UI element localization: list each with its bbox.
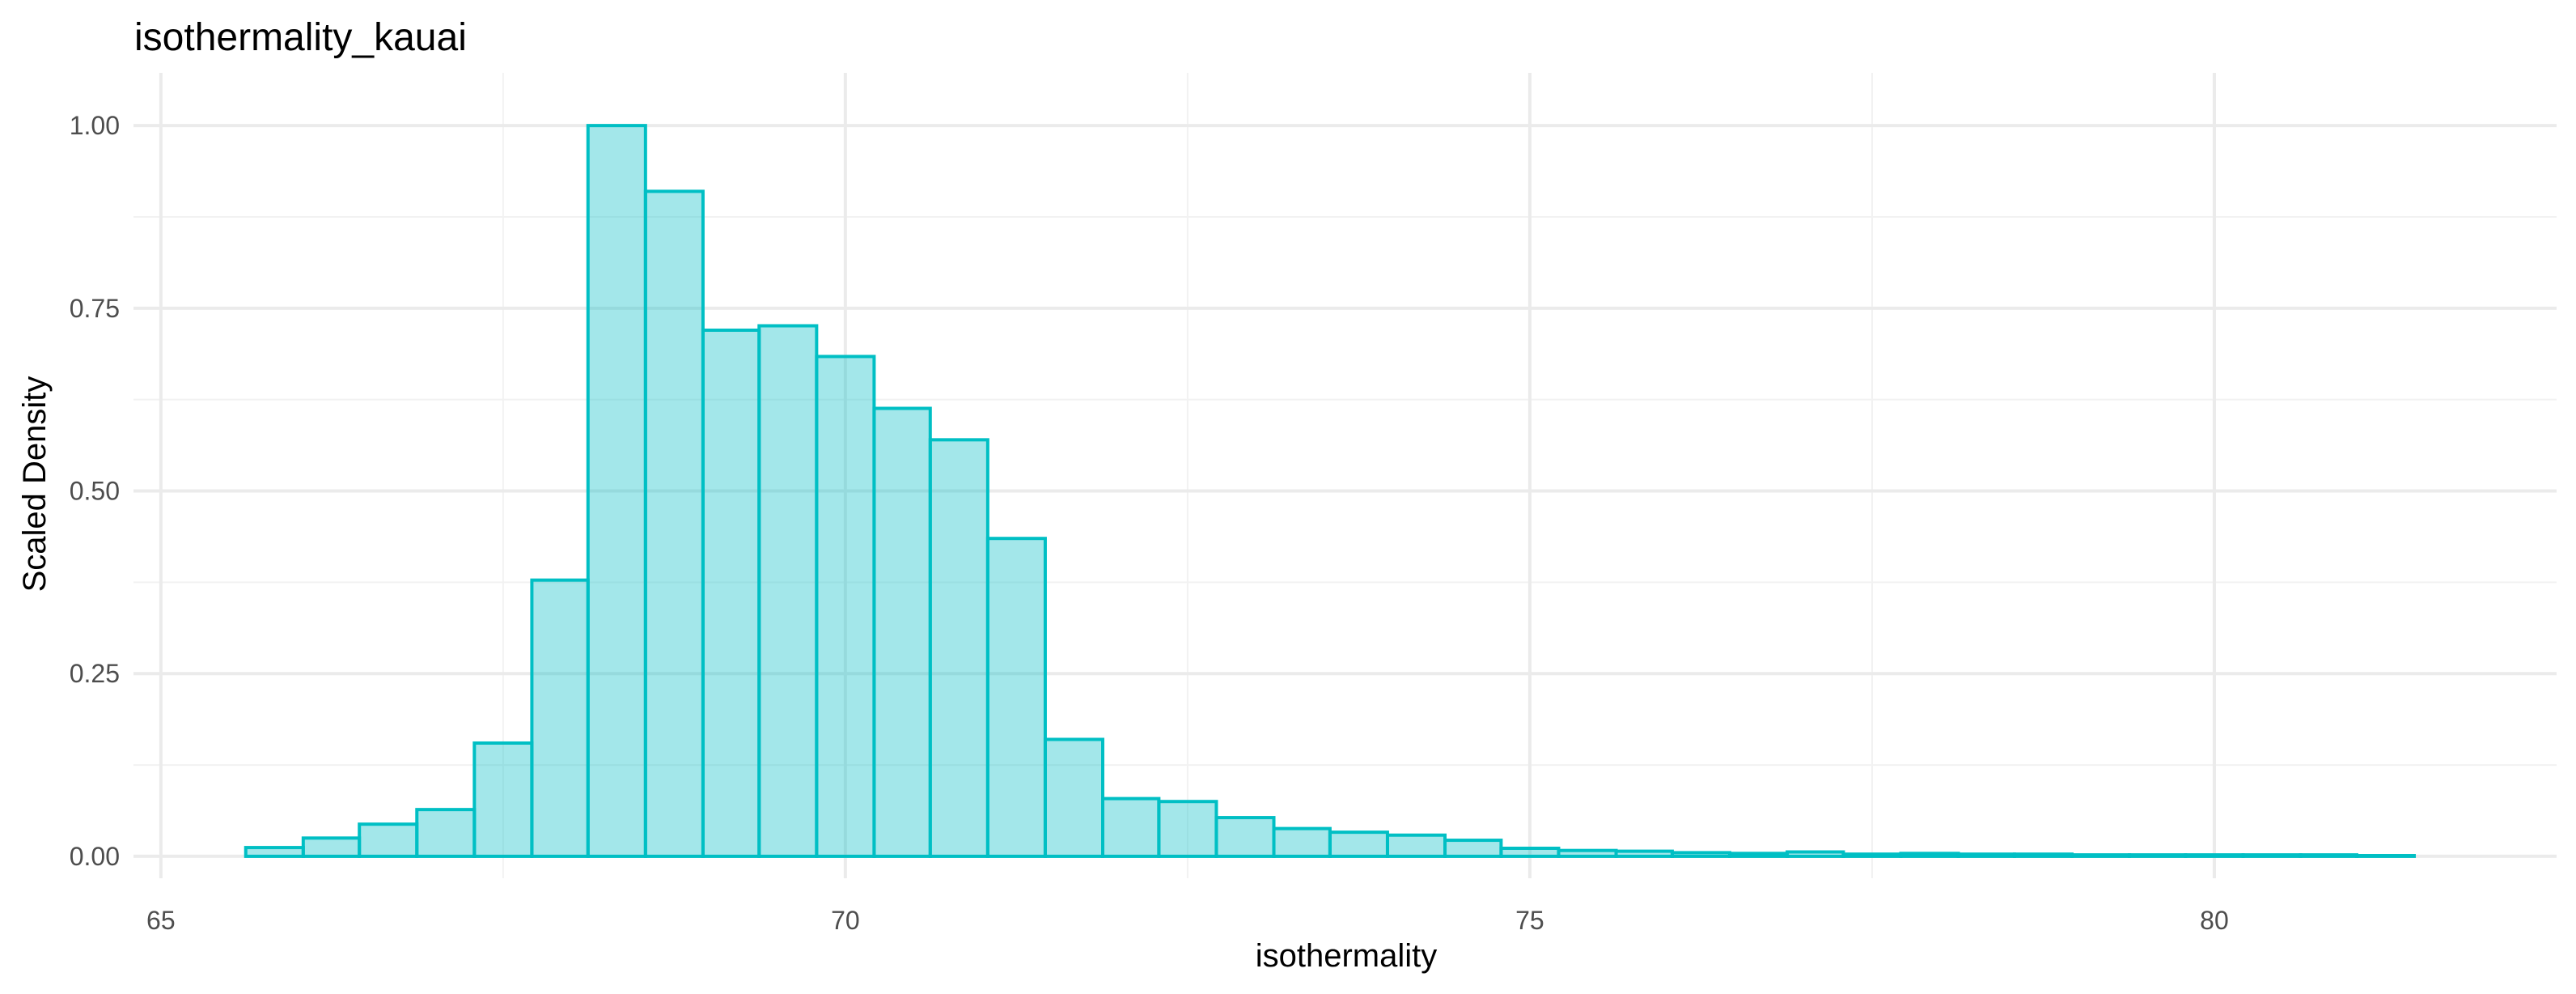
- histogram-bar: [1272, 826, 1332, 858]
- y-tick-label: 0.25: [70, 659, 120, 688]
- y-axis-label: Scaled Density: [17, 376, 53, 593]
- histogram-bar: [2128, 853, 2188, 858]
- y-tick-label: 1.00: [70, 111, 120, 140]
- histogram-bar: [1499, 846, 1561, 858]
- histogram-bar: [2298, 853, 2358, 858]
- y-axis-ticks: 0.00 0.25 0.50 0.75 1.00: [70, 111, 120, 871]
- histogram-bar: [1328, 830, 1389, 858]
- histogram-bar: [1956, 852, 2016, 858]
- chart-title: isothermality_kauai: [134, 16, 467, 59]
- histogram-bar: [1557, 848, 1618, 858]
- histogram-bar: [301, 836, 362, 858]
- histogram-bar: [1101, 796, 1161, 858]
- histogram-bar: [701, 328, 761, 858]
- histogram-bar: [586, 124, 647, 858]
- histogram-bar: [928, 438, 989, 858]
- histogram-bar: [1214, 816, 1276, 858]
- histogram-bar: [757, 324, 819, 858]
- histogram-bar: [1157, 800, 1218, 858]
- histogram-bar: [1385, 833, 1447, 858]
- histogram-bar: [1443, 839, 1503, 858]
- histogram-bar: [530, 578, 590, 858]
- histogram-bar: [358, 822, 419, 858]
- y-tick-label: 0.75: [70, 294, 120, 323]
- histogram-bar: [472, 741, 534, 858]
- x-tick-label: 80: [2200, 906, 2229, 935]
- histogram-bar: [1043, 737, 1105, 858]
- x-axis-label: isothermality: [1256, 938, 1438, 974]
- histogram-bar: [244, 846, 305, 858]
- histogram-bar: [2241, 853, 2303, 858]
- histogram-bar: [1786, 850, 1845, 858]
- histogram-bar: [415, 808, 477, 858]
- histogram-bars: [244, 124, 2417, 858]
- histogram-bar: [643, 189, 705, 858]
- histogram-bar: [1614, 849, 1674, 858]
- histogram-bar: [985, 537, 1047, 858]
- x-tick-label: 70: [831, 906, 860, 935]
- histogram-bar: [1899, 852, 1960, 858]
- x-tick-label: 75: [1515, 906, 1544, 935]
- histogram-bar: [2070, 853, 2132, 858]
- y-tick-label: 0.50: [70, 477, 120, 506]
- histogram-bar: [872, 406, 932, 858]
- histogram-bar: [2012, 852, 2074, 858]
- histogram-bar: [815, 355, 876, 858]
- y-tick-label: 0.00: [70, 842, 120, 871]
- x-tick-label: 65: [146, 906, 176, 935]
- histogram-bar: [1670, 851, 1731, 858]
- histogram-bar: [1727, 852, 1790, 858]
- histogram-bar: [1841, 852, 1903, 858]
- histogram-bar: [2184, 853, 2245, 858]
- x-axis-ticks: 65 70 75 80: [146, 906, 2229, 935]
